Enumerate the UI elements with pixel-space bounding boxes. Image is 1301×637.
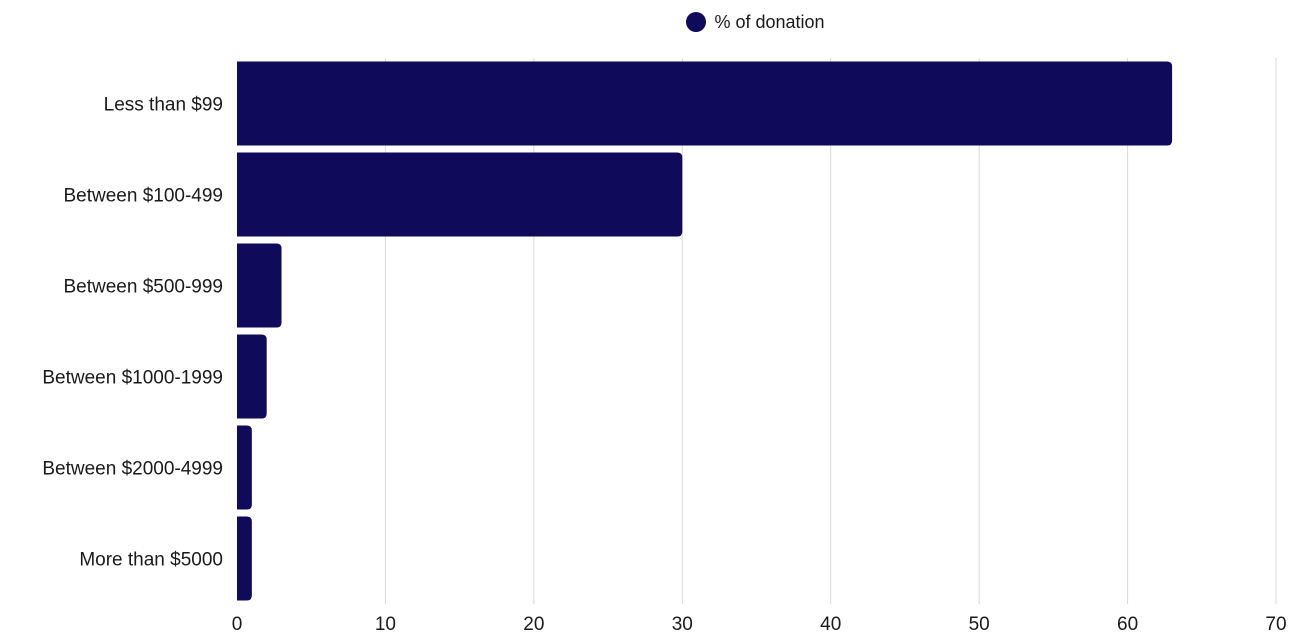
bar-1[interactable]	[237, 152, 683, 237]
bar-3[interactable]	[237, 334, 267, 419]
legend-swatch	[686, 12, 707, 32]
category-label: Between $100-499	[63, 186, 223, 207]
x-tick-label: 10	[375, 614, 396, 635]
bar-0[interactable]	[237, 61, 1173, 146]
category-label: Between $1000-1999	[42, 368, 223, 389]
category-label: Between $500-999	[63, 277, 223, 298]
legend-label: % of donation	[714, 11, 825, 32]
category-label: Less than $99	[104, 95, 223, 116]
x-tick-label: 40	[820, 614, 841, 635]
x-tick-label: 0	[232, 614, 243, 635]
x-tick-label: 30	[672, 614, 693, 635]
legend: % of donation	[0, 8, 1301, 36]
bar-5[interactable]	[237, 516, 252, 601]
category-label: More than $5000	[79, 550, 223, 571]
bar-2[interactable]	[237, 243, 282, 328]
x-tick-label: 60	[1117, 614, 1138, 635]
category-label: Between $2000-4999	[42, 459, 223, 480]
x-tick-label: 50	[969, 614, 990, 635]
x-tick-label: 20	[523, 614, 544, 635]
x-tick-label: 70	[1265, 614, 1286, 635]
bar-4[interactable]	[237, 425, 252, 510]
